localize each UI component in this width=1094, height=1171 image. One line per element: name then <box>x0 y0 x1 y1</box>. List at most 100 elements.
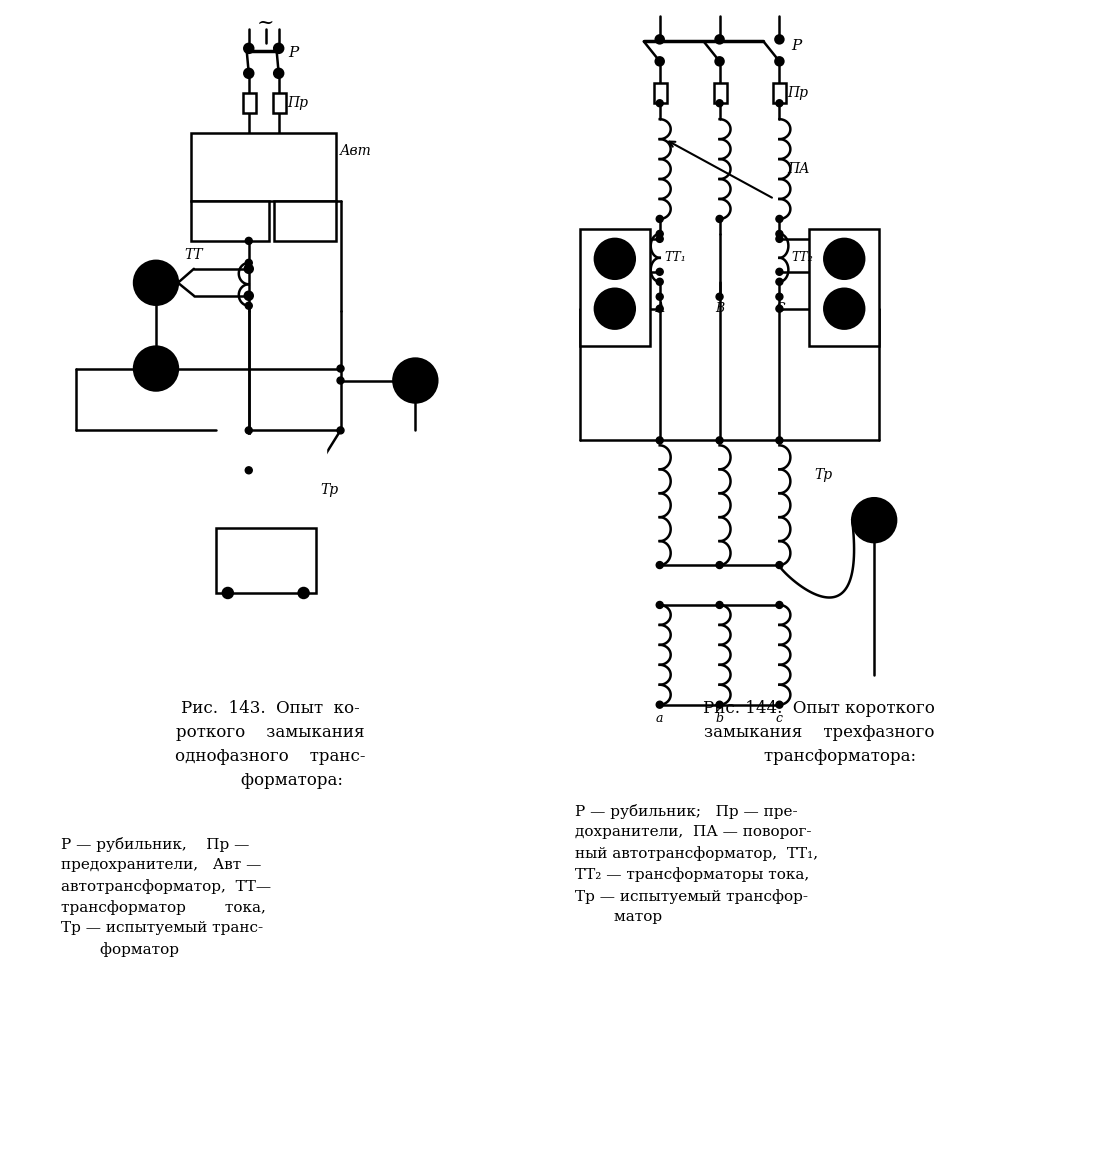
Circle shape <box>656 279 663 286</box>
Circle shape <box>776 562 783 569</box>
Circle shape <box>275 43 283 53</box>
Circle shape <box>656 215 663 222</box>
Circle shape <box>776 306 783 313</box>
Text: ТТ₂: ТТ₂ <box>791 252 813 265</box>
Circle shape <box>717 562 723 569</box>
Circle shape <box>656 701 663 708</box>
Text: Тр: Тр <box>321 484 339 498</box>
Circle shape <box>656 562 663 569</box>
Circle shape <box>824 239 864 279</box>
Circle shape <box>717 602 723 609</box>
Circle shape <box>656 293 663 300</box>
Circle shape <box>715 35 723 43</box>
Circle shape <box>394 358 438 403</box>
Circle shape <box>776 235 783 242</box>
Circle shape <box>776 701 783 708</box>
Text: ~: ~ <box>257 14 275 33</box>
Circle shape <box>717 293 723 300</box>
Text: a: a <box>655 712 663 725</box>
Bar <box>810 228 880 345</box>
Bar <box>211 436 326 525</box>
Circle shape <box>776 437 783 444</box>
Circle shape <box>595 289 635 329</box>
Circle shape <box>656 437 663 444</box>
Circle shape <box>776 231 783 238</box>
Text: Авт: Авт <box>339 144 371 158</box>
Circle shape <box>717 215 723 222</box>
Circle shape <box>776 602 783 609</box>
Circle shape <box>656 306 663 313</box>
Text: A: A <box>150 276 162 289</box>
Bar <box>580 228 650 345</box>
Circle shape <box>776 35 783 43</box>
Circle shape <box>776 215 783 222</box>
Circle shape <box>595 239 635 279</box>
Bar <box>243 94 256 114</box>
Circle shape <box>824 289 864 329</box>
Text: Пр: Пр <box>288 96 309 110</box>
Circle shape <box>655 35 664 43</box>
Bar <box>191 133 336 201</box>
Text: P: P <box>289 47 299 61</box>
Circle shape <box>852 498 896 542</box>
Text: b: b <box>715 712 723 725</box>
Circle shape <box>776 100 783 107</box>
Circle shape <box>656 268 663 275</box>
Text: V: V <box>409 374 421 388</box>
Text: B: B <box>715 302 724 315</box>
Bar <box>773 83 787 103</box>
Text: Р — рубильник;   Пр — пре-
дохранители,  ПА — поворог-
ный автотрансформатор,  Т: Р — рубильник; Пр — пре- дохранители, ПА… <box>575 804 818 924</box>
Circle shape <box>776 279 783 286</box>
Bar <box>272 94 286 114</box>
Text: A: A <box>655 302 665 315</box>
Circle shape <box>715 57 723 66</box>
Bar <box>216 471 315 520</box>
Circle shape <box>717 100 723 107</box>
Circle shape <box>244 69 253 77</box>
Circle shape <box>776 57 783 66</box>
Circle shape <box>299 588 309 598</box>
Circle shape <box>717 701 723 708</box>
Bar <box>654 83 666 103</box>
Circle shape <box>135 261 178 304</box>
Text: A: A <box>838 252 850 266</box>
Circle shape <box>656 235 663 242</box>
Bar <box>713 83 726 103</box>
Circle shape <box>337 365 344 372</box>
Text: Тр: Тр <box>814 468 833 482</box>
Text: A: A <box>609 252 620 266</box>
Circle shape <box>655 57 664 66</box>
Circle shape <box>244 43 253 53</box>
Text: C: C <box>776 302 785 315</box>
Bar <box>216 445 315 500</box>
Text: V: V <box>869 513 880 527</box>
Circle shape <box>776 293 783 300</box>
Text: ПА: ПА <box>788 162 810 176</box>
Bar <box>216 528 315 593</box>
Text: ТТ: ТТ <box>184 248 202 262</box>
Text: c: c <box>776 712 782 725</box>
Circle shape <box>245 259 253 266</box>
Circle shape <box>223 588 233 598</box>
Circle shape <box>245 467 253 474</box>
Bar <box>191 201 269 241</box>
Circle shape <box>245 302 253 309</box>
Circle shape <box>275 69 283 77</box>
Text: P — рубильник,    Пр —
предохранители,   Авт —
автотрансформатор,  ТТ—
трансформ: P — рубильник, Пр — предохранители, Авт … <box>61 837 271 957</box>
Circle shape <box>337 377 344 384</box>
Text: P: P <box>791 40 802 54</box>
Circle shape <box>245 427 253 434</box>
Circle shape <box>717 437 723 444</box>
Circle shape <box>656 602 663 609</box>
Circle shape <box>245 292 253 300</box>
Text: W: W <box>836 302 853 316</box>
Circle shape <box>656 231 663 238</box>
Text: Рис.  143.  Опыт  ко-
роткого    замыкания
однофазного    транс-
        формато: Рис. 143. Опыт ко- роткого замыкания одн… <box>175 700 366 789</box>
Text: W: W <box>148 362 164 376</box>
Circle shape <box>337 427 344 434</box>
Circle shape <box>245 265 253 273</box>
Circle shape <box>776 268 783 275</box>
Text: Пр: Пр <box>788 87 808 101</box>
Text: ТТ₁: ТТ₁ <box>665 252 686 265</box>
Text: Рис. 144.  Опыт короткого
замыкания    трехфазного
        трансформатора:: Рис. 144. Опыт короткого замыкания трехф… <box>703 700 935 765</box>
